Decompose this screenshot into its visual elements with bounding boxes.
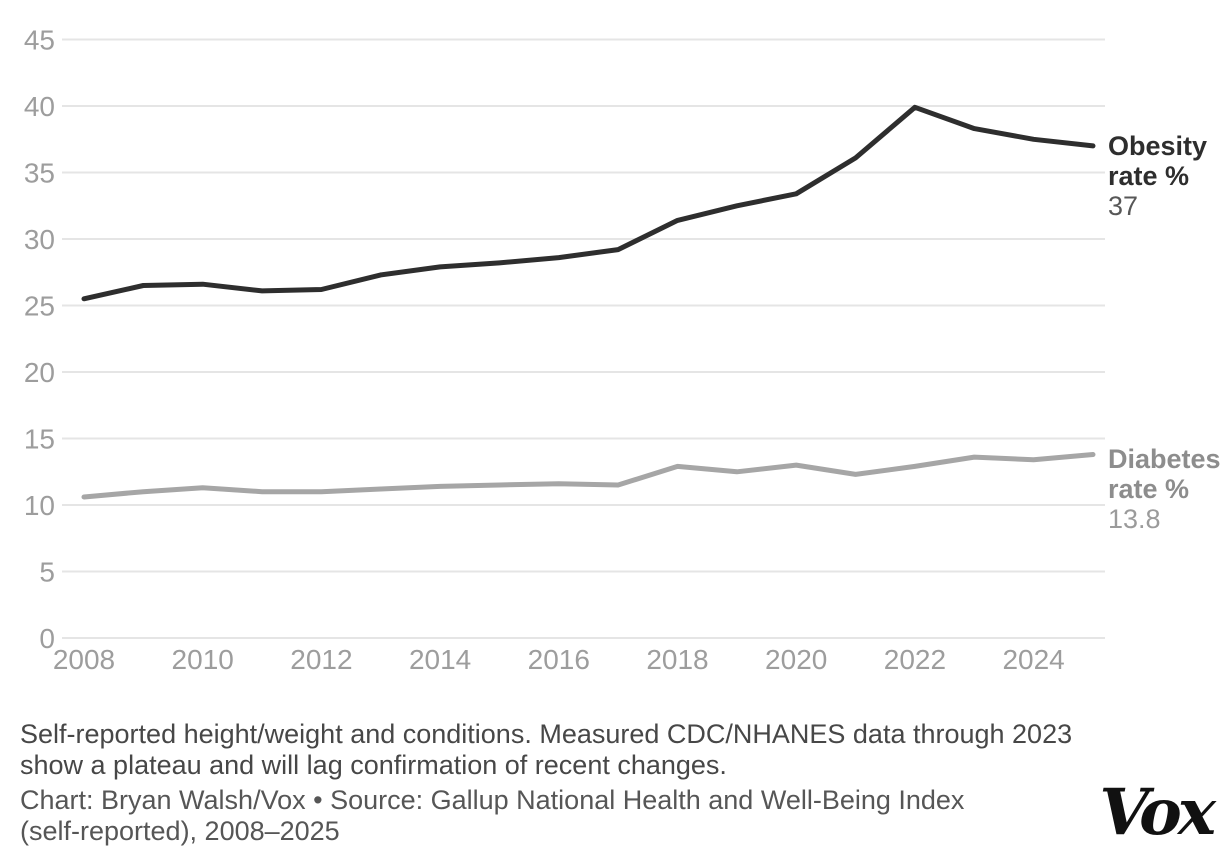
footer: Self-reported height/weight and conditio…: [20, 719, 1105, 847]
x-tick-label: 2014: [409, 644, 471, 675]
x-tick-label: 2024: [1002, 644, 1064, 675]
y-tick-label: 5: [39, 557, 55, 588]
obesity-line: [81, 104, 1096, 302]
x-tick-label: 2012: [290, 644, 352, 675]
y-tick-label: 20: [24, 357, 55, 388]
footnote-text: Self-reported height/weight and conditio…: [20, 719, 1073, 780]
source-credit-text: Chart: Bryan Walsh/Vox • Source: Gallup …: [20, 785, 965, 846]
diabetes-line: [81, 452, 1096, 500]
x-tick-label: 2022: [884, 644, 946, 675]
y-tick-label: 30: [24, 224, 55, 255]
diabetes-series-label-text: Diabetes rate %: [1108, 444, 1221, 504]
y-tick-label: 40: [24, 91, 55, 122]
y-tick-label: 25: [24, 291, 55, 322]
diabetes-series-label: Diabetes rate % 13.8: [1108, 444, 1228, 535]
x-tick-label: 2010: [172, 644, 234, 675]
y-tick-label: 0: [39, 623, 55, 654]
y-tick-label: 35: [24, 158, 55, 189]
x-tick-label: 2018: [646, 644, 708, 675]
y-tick-label: 15: [24, 424, 55, 455]
y-tick-label: 45: [24, 25, 55, 56]
obesity-series-label-text: Obesity rate %: [1108, 131, 1208, 191]
diabetes-series-value: 13.8: [1108, 504, 1161, 534]
vox-logo: Vox: [1099, 775, 1216, 850]
x-tick-label: 2008: [53, 644, 115, 675]
x-tick-label: 2020: [765, 644, 827, 675]
x-tick-label: 2016: [528, 644, 590, 675]
obesity-series-label: Obesity rate % 37: [1108, 131, 1228, 222]
line-chart-canvas: 0 5 10 15 20 25 30 35 40 45 2008 2010 2012 2014 2016 20…: [24, 25, 1105, 675]
y-tick-label: 10: [24, 490, 55, 521]
obesity-series-value: 37: [1108, 191, 1139, 221]
